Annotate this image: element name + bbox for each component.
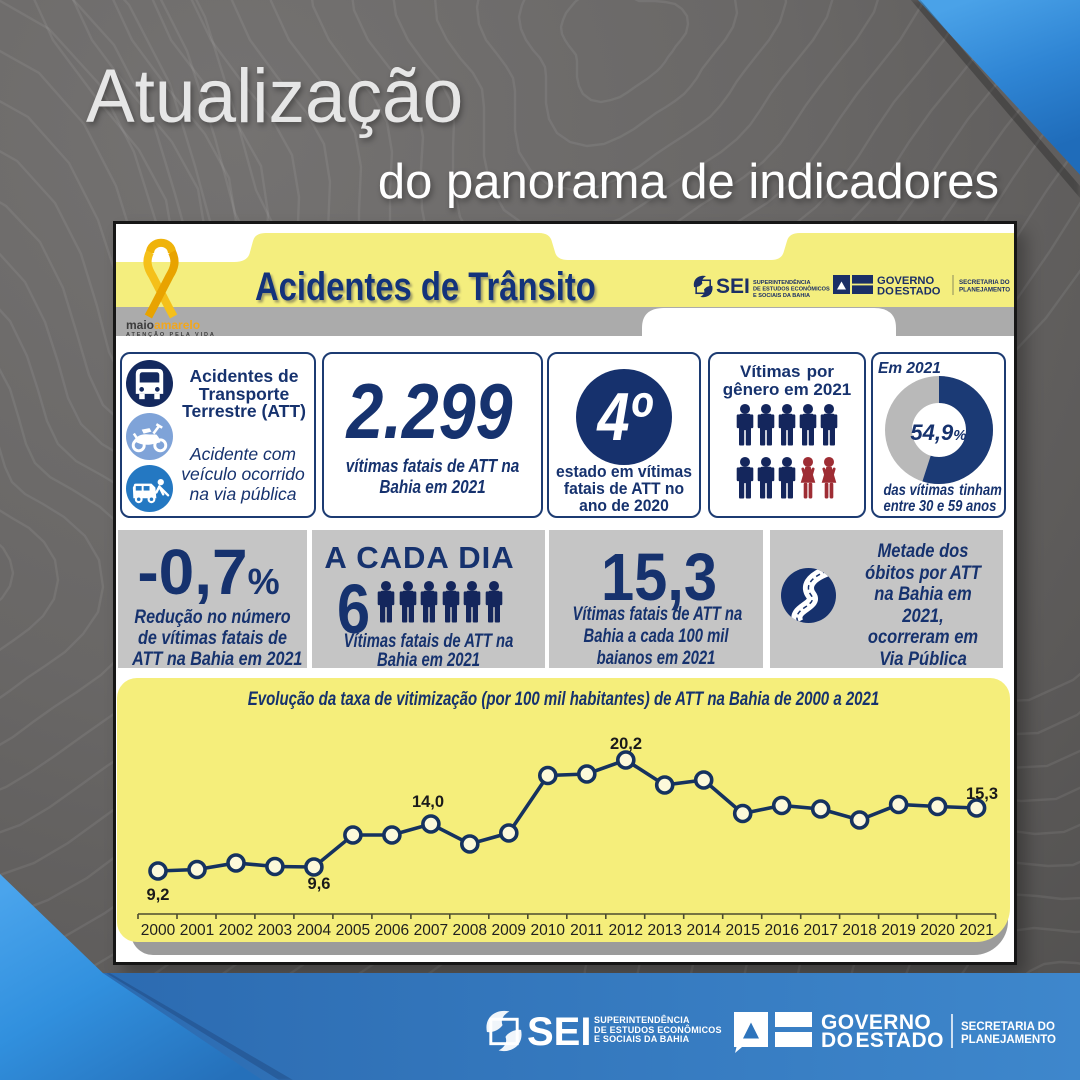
svg-text:2009: 2009 [492, 922, 526, 939]
svg-text:2005: 2005 [336, 922, 370, 939]
svg-text:9,6: 9,6 [308, 875, 331, 893]
svg-text:2001: 2001 [180, 922, 214, 939]
svg-text:E SOCIAIS DA BAHIA: E SOCIAIS DA BAHIA [753, 293, 810, 299]
svg-text:DE ESTUDOS ECONÔMICOS: DE ESTUDOS ECONÔMICOS [753, 285, 830, 293]
svg-text:2006: 2006 [375, 922, 409, 939]
svg-text:2007: 2007 [414, 922, 448, 939]
svg-text:DO ESTADO: DO ESTADO [877, 286, 941, 298]
svg-text:GOVERNO: GOVERNO [877, 275, 934, 287]
svg-text:2012: 2012 [609, 922, 643, 939]
svg-text:20,2: 20,2 [610, 735, 642, 753]
svg-text:2019: 2019 [881, 922, 915, 939]
svg-text:2004: 2004 [297, 922, 332, 939]
svg-text:2011: 2011 [570, 922, 603, 939]
svg-text:2002: 2002 [219, 922, 253, 939]
svg-text:2010: 2010 [531, 922, 566, 939]
svg-text:SEI: SEI [716, 275, 750, 298]
svg-text:2017: 2017 [803, 922, 837, 939]
svg-text:SUPERINTENDÊNCIA: SUPERINTENDÊNCIA [753, 278, 811, 286]
svg-text:15,3: 15,3 [966, 785, 998, 803]
svg-text:9,2: 9,2 [147, 886, 170, 904]
svg-text:2018: 2018 [842, 922, 876, 939]
svg-text:2000: 2000 [141, 922, 176, 939]
svg-text:2020: 2020 [920, 922, 955, 939]
svg-text:2015: 2015 [725, 922, 759, 939]
svg-text:2013: 2013 [647, 922, 681, 939]
svg-text:2016: 2016 [764, 922, 798, 939]
svg-text:2008: 2008 [453, 922, 487, 939]
svg-text:PLANEJAMENTO: PLANEJAMENTO [959, 287, 1010, 294]
svg-text:2003: 2003 [258, 922, 292, 939]
svg-text:2014: 2014 [686, 922, 721, 939]
svg-text:2021: 2021 [959, 922, 993, 939]
svg-text:14,0: 14,0 [412, 793, 444, 811]
svg-text:SECRETARIA DO: SECRETARIA DO [959, 279, 1010, 286]
